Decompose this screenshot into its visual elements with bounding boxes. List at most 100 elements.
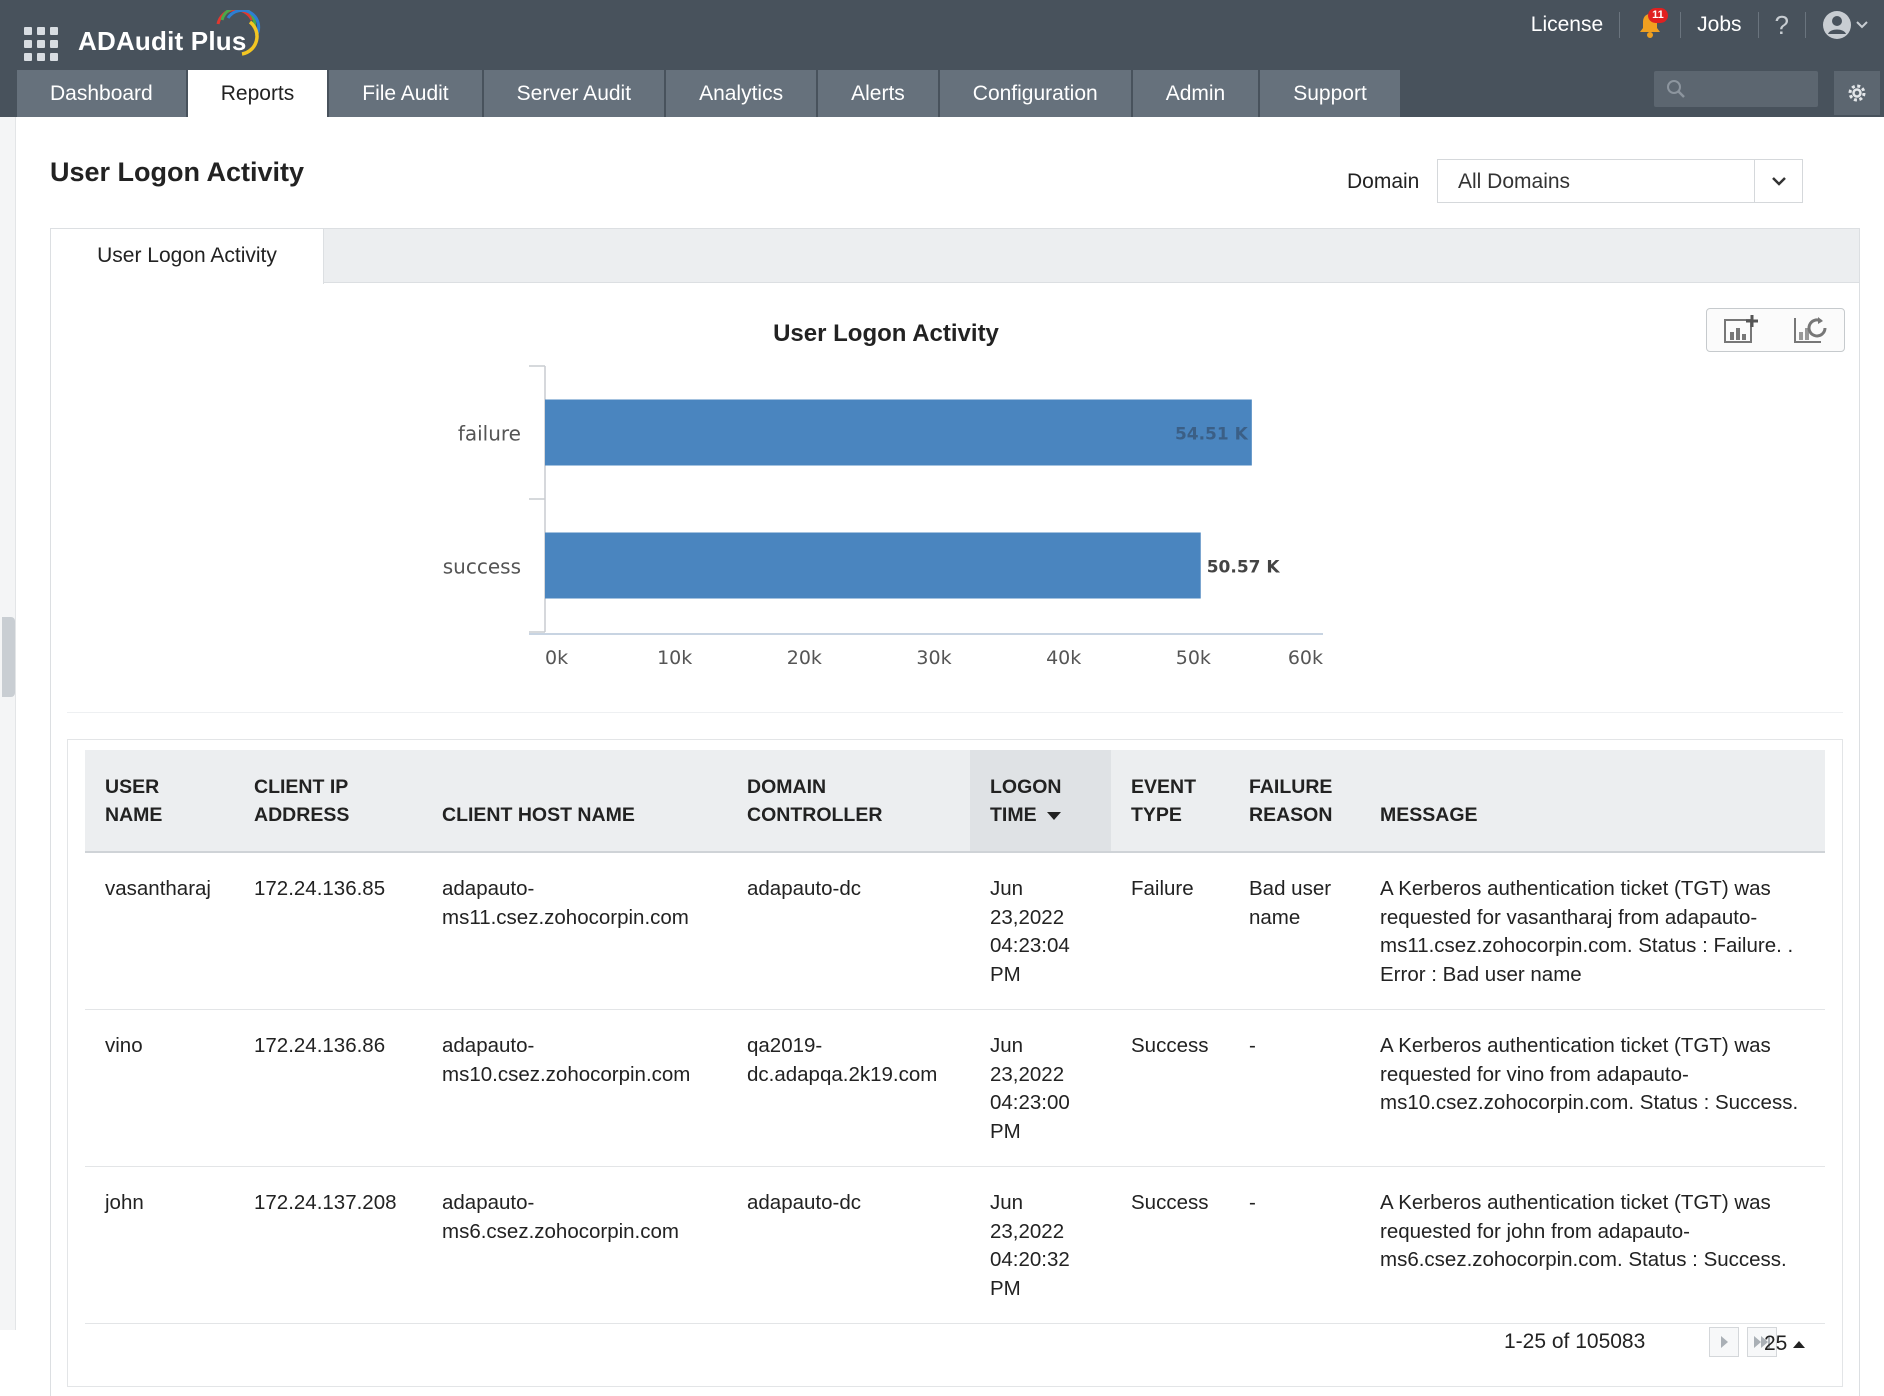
- cell-user-name: john: [85, 1166, 234, 1324]
- last-page-button[interactable]: [1747, 1327, 1777, 1357]
- user-menu-button[interactable]: [1806, 10, 1884, 40]
- top-right-toolbar: License 11 Jobs ?: [1515, 6, 1884, 44]
- double-chevron-right-icon: [1754, 1336, 1770, 1348]
- column-header-logon-time[interactable]: LOGON TIME: [970, 750, 1111, 853]
- cell-user-name: vino: [85, 1009, 234, 1167]
- column-header-client-ip[interactable]: CLIENT IP ADDRESS: [234, 750, 422, 853]
- page-size-select[interactable]: 25: [1764, 1332, 1806, 1356]
- chart-tools: [1706, 308, 1845, 352]
- tab-reports[interactable]: Reports: [187, 70, 330, 117]
- x-tick-label: 10k: [657, 647, 692, 669]
- chart-area: User Logon Activity failure 54.51 K succes…: [51, 284, 1859, 714]
- cell-domain-controller: adapauto-dc: [727, 1166, 970, 1324]
- x-tick-label: 60k: [1288, 647, 1323, 669]
- pagination-range: 1-25 of 105083: [1504, 1330, 1646, 1353]
- tab-analytics[interactable]: Analytics: [666, 70, 819, 117]
- domain-select[interactable]: All Domains: [1437, 159, 1803, 203]
- tab-file-audit[interactable]: File Audit: [329, 70, 484, 117]
- app-launcher-icon[interactable]: [24, 27, 58, 61]
- domain-selected-value: All Domains: [1458, 170, 1571, 193]
- cell-logon-time: Jun 23,2022 04:20:32 PM: [970, 1166, 1111, 1324]
- cell-failure-reason: -: [1229, 1009, 1360, 1167]
- sidebar-expand-handle[interactable]: [2, 617, 15, 697]
- column-header-message[interactable]: MESSAGE: [1360, 750, 1825, 853]
- x-tick-label: 20k: [787, 647, 822, 669]
- chevron-right-icon: [1721, 1336, 1728, 1348]
- main-nav: Dashboard Reports File Audit Server Audi…: [17, 70, 1402, 117]
- x-tick-label: 30k: [916, 647, 951, 669]
- y-tick-label: success: [443, 555, 521, 579]
- cell-client-ip: 172.24.136.86: [234, 1009, 422, 1167]
- cell-domain-controller: adapauto-dc: [727, 852, 970, 1010]
- y-tick-label: failure: [458, 422, 521, 446]
- cell-logon-time: Jun 23,2022 04:23:04 PM: [970, 852, 1111, 1010]
- change-chart-type-icon[interactable]: [1791, 314, 1829, 346]
- column-header-failure-reason[interactable]: FAILURE REASON: [1229, 750, 1360, 853]
- cell-message: A Kerberos authentication ticket (TGT) w…: [1360, 852, 1825, 1010]
- cell-client-host: adapauto-ms6.csez.zohocorpin.com: [422, 1166, 727, 1324]
- tab-support[interactable]: Support: [1260, 70, 1402, 117]
- column-header-event-type[interactable]: EVENT TYPE: [1111, 750, 1229, 853]
- x-tick-label: 40k: [1046, 647, 1081, 669]
- column-header-domain-controller[interactable]: DOMAIN CONTROLLER: [727, 750, 970, 853]
- app-logo[interactable]: ADAudit Plus: [78, 26, 247, 56]
- user-avatar-icon: [1823, 11, 1851, 39]
- notifications-button[interactable]: 11: [1620, 8, 1680, 39]
- tab-configuration[interactable]: Configuration: [939, 70, 1133, 117]
- sort-desc-icon: [1046, 811, 1061, 820]
- tab-dashboard[interactable]: Dashboard: [17, 70, 188, 117]
- gear-icon: [1848, 84, 1866, 102]
- next-page-button[interactable]: [1709, 1327, 1739, 1357]
- report-panel: User Logon Activity User Logon Activity …: [50, 228, 1860, 1396]
- table-header-row: USER NAME CLIENT IP ADDRESS CLIENT HOST …: [85, 750, 1825, 853]
- column-header-user-name[interactable]: USER NAME: [85, 750, 234, 853]
- global-search-input[interactable]: [1654, 71, 1818, 107]
- dropdown-toggle[interactable]: [1754, 160, 1802, 202]
- license-link[interactable]: License: [1530, 13, 1604, 36]
- settings-button[interactable]: [1834, 71, 1880, 115]
- table-row[interactable]: vasantharaj 172.24.136.85 adapauto-ms11.…: [85, 852, 1825, 1010]
- divider: [1680, 12, 1682, 38]
- report-tab-bar: User Logon Activity: [51, 229, 1859, 284]
- search-icon: [1667, 80, 1685, 98]
- x-tick-label: 0k: [545, 647, 568, 669]
- cell-failure-reason: Bad user name: [1229, 852, 1360, 1010]
- chart-title: User Logon Activity: [773, 320, 999, 347]
- cell-client-ip: 172.24.136.85: [234, 852, 422, 1010]
- tab-admin[interactable]: Admin: [1132, 70, 1261, 117]
- cell-event-type: Success: [1111, 1166, 1229, 1324]
- table-row[interactable]: john 172.24.137.208 adapauto-ms6.csez.zo…: [85, 1166, 1825, 1324]
- bar-chart: failure 54.51 K success 50.57 K 0k 10k 20k 30k 4…: [443, 365, 1323, 669]
- cell-event-type: Failure: [1111, 852, 1229, 1010]
- bar-failure: [545, 399, 1252, 466]
- divider: [1805, 12, 1806, 38]
- column-header-label: LOGON TIME: [990, 776, 1062, 826]
- bell-icon: 11: [1636, 8, 1668, 39]
- add-to-dashboard-icon[interactable]: [1722, 314, 1760, 346]
- column-header-client-host[interactable]: CLIENT HOST NAME: [422, 750, 727, 853]
- page-title: User Logon Activity: [50, 157, 305, 187]
- left-collapsed-sidebar: [0, 117, 16, 1330]
- data-label: 54.51 K: [1175, 425, 1249, 445]
- cell-message: A Kerberos authentication ticket (TGT) w…: [1360, 1166, 1825, 1324]
- jobs-link[interactable]: Jobs: [1697, 13, 1742, 36]
- cell-failure-reason: -: [1229, 1166, 1360, 1324]
- notification-count-badge: 11: [1648, 8, 1668, 23]
- page-size-value: 25: [1764, 1332, 1788, 1355]
- pagination-bar: 1-25 of 105083 25: [68, 1318, 1842, 1368]
- help-icon[interactable]: ?: [1774, 9, 1789, 40]
- logo-swoosh-icon: [216, 10, 261, 56]
- caret-up-icon: [1793, 1340, 1806, 1348]
- chevron-down-icon: [1771, 177, 1786, 186]
- report-table-container: USER NAME CLIENT IP ADDRESS CLIENT HOST …: [67, 739, 1843, 1387]
- x-tick-label: 50k: [1176, 647, 1211, 669]
- divider: [67, 712, 1843, 713]
- table-row[interactable]: vino 172.24.136.86 adapauto-ms10.csez.zo…: [85, 1009, 1825, 1167]
- cell-client-ip: 172.24.137.208: [234, 1166, 422, 1324]
- tab-user-logon-activity[interactable]: User Logon Activity: [51, 229, 324, 284]
- tab-server-audit[interactable]: Server Audit: [483, 70, 667, 117]
- report-table: USER NAME CLIENT IP ADDRESS CLIENT HOST …: [85, 750, 1825, 1324]
- cell-client-host: adapauto-ms10.csez.zohocorpin.com: [422, 1009, 727, 1167]
- divider: [1757, 12, 1759, 38]
- tab-alerts[interactable]: Alerts: [818, 70, 940, 117]
